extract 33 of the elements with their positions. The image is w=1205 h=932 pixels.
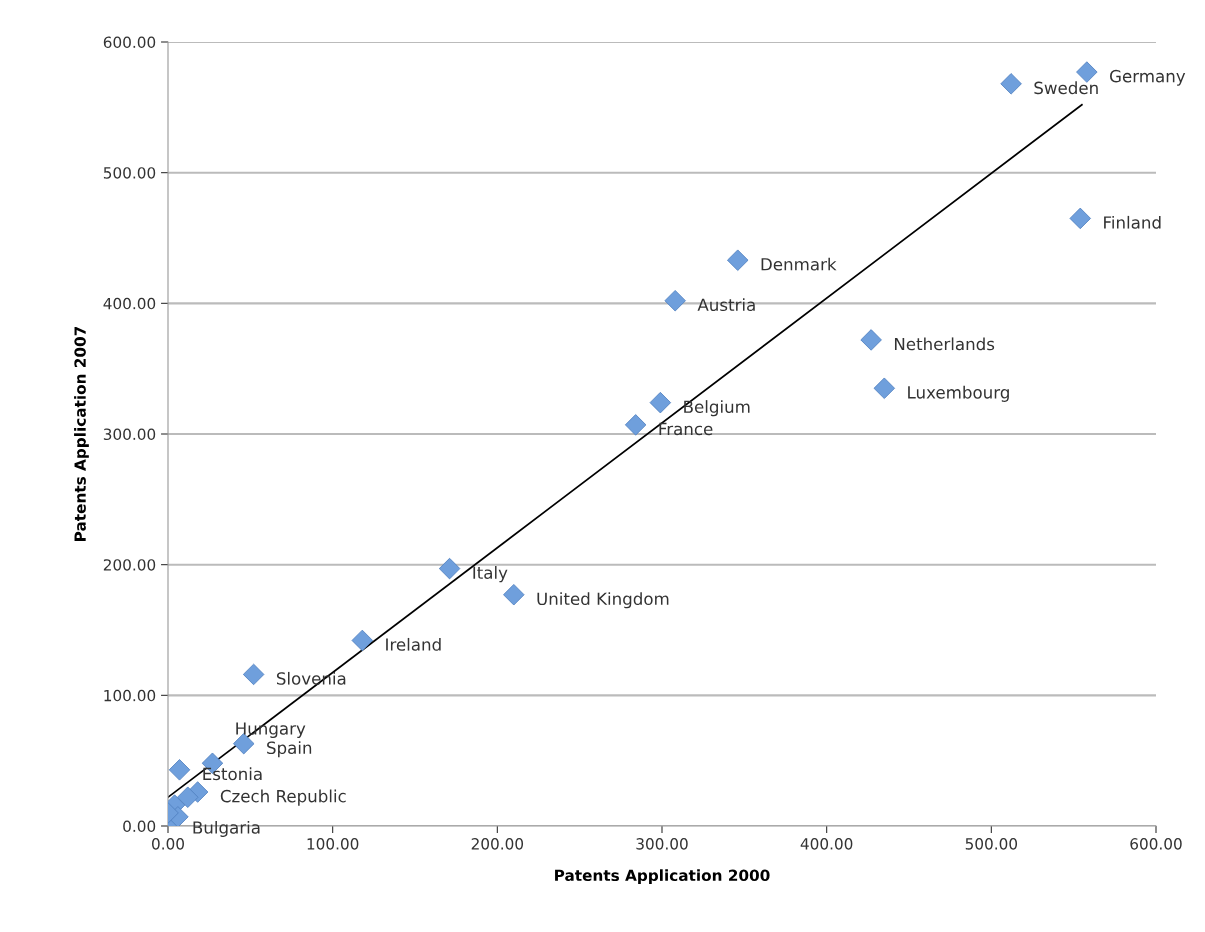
annotation: Italy (473, 566, 508, 583)
annotation: Bulgaria (193, 820, 260, 838)
y-tick-label: 600.00 (103, 36, 156, 49)
annotation: Denmark (761, 257, 837, 271)
x-tick-label: 200.00 (471, 838, 524, 850)
y-tick-label: 500.00 (103, 167, 156, 179)
annotation: Estonia (203, 767, 262, 781)
annotation: Sweden (1034, 81, 1098, 95)
annotation: Czech Republic (220, 789, 346, 806)
x-tick-label: 0.00 (152, 838, 184, 850)
x-tick-label: 400.00 (800, 838, 853, 850)
y-axis-title: Patents Application 2007 (74, 326, 89, 541)
x-tick-label: 100.00 (307, 838, 359, 850)
annotation: Luxembourg (908, 385, 1009, 402)
x-tick-label: 600.00 (1130, 838, 1182, 850)
annotation: Spain (267, 741, 312, 758)
annotation: Germany (1110, 69, 1186, 86)
y-tick-label: 300.00 (103, 428, 156, 441)
annotation: France (659, 422, 713, 436)
y-tick-label: 400.00 (103, 297, 156, 310)
x-axis-title: Patents Application 2000 (555, 869, 770, 885)
y-tick-label: 100.00 (104, 689, 156, 702)
annotation: Finland (1104, 215, 1161, 229)
annotation: Netherlands (894, 337, 995, 351)
point (860, 329, 882, 351)
x-tick-label: 300.00 (636, 838, 688, 850)
y-tick-label: 0.00 (123, 820, 156, 833)
x-tick-label: 500.00 (965, 838, 1018, 850)
annotation: United Kingdom (537, 592, 669, 609)
y-tick-label: 200.00 (103, 559, 156, 571)
annotation: Austria (697, 298, 755, 312)
annotation: Belgium (684, 400, 750, 417)
annotation: Ireland (386, 637, 441, 651)
